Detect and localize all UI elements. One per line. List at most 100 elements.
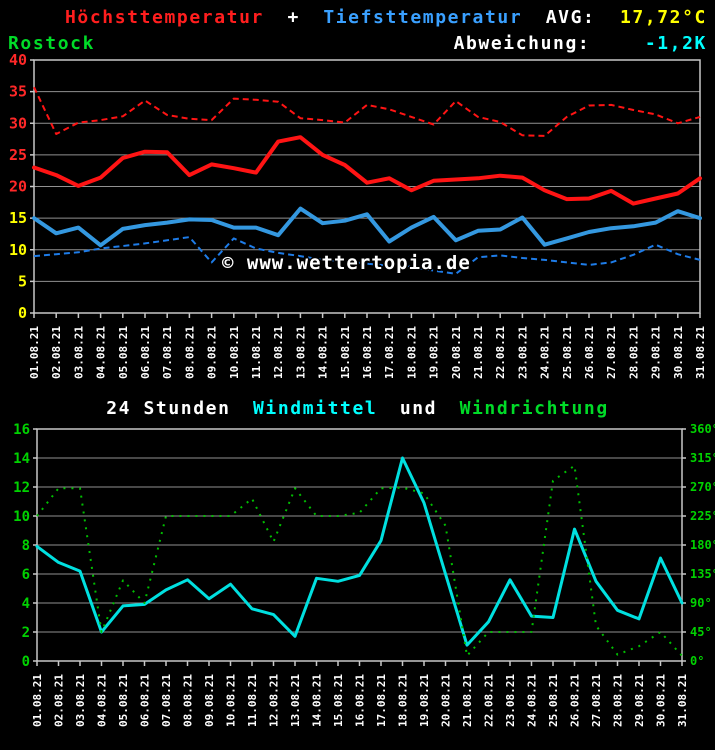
svg-text:315°: 315° [690,451,715,465]
svg-text:180°: 180° [690,538,715,552]
svg-text:01.08.21: 01.08.21 [28,326,41,379]
svg-text:135°: 135° [690,567,715,581]
svg-text:15.08.21: 15.08.21 [332,674,345,727]
svg-text:30.08.21: 30.08.21 [672,326,685,379]
svg-text:28.08.21: 28.08.21 [612,674,625,727]
svg-text:02.08.21: 02.08.21 [53,674,66,727]
svg-text:22.08.21: 22.08.21 [483,674,496,727]
svg-text:31.08.21: 31.08.21 [676,674,689,727]
svg-text:31.08.21: 31.08.21 [694,326,707,379]
svg-text:2: 2 [22,625,30,641]
svg-text:225°: 225° [690,509,715,523]
svg-text:05.08.21: 05.08.21 [117,326,130,379]
station-row: Rostock Abweichung: -1,2K [8,33,707,54]
svg-text:07.08.21: 07.08.21 [160,674,173,727]
wind-chart: 16 14 12 10 8 6 4 2 0 360° 315° 270° 225° 180° 135° 90°… [13,422,715,727]
svg-text:12.08.21: 12.08.21 [272,326,285,379]
svg-text:15: 15 [9,209,27,227]
svg-text:30.08.21: 30.08.21 [655,674,668,727]
svg-text:03.08.21: 03.08.21 [72,326,85,379]
svg-text:05.08.21: 05.08.21 [117,674,130,727]
deviation-label: Abweichung: [453,33,591,54]
svg-text:04.08.21: 04.08.21 [96,674,109,727]
svg-text:22.08.21: 22.08.21 [494,326,507,379]
svg-text:15.08.21: 15.08.21 [339,326,352,379]
deviation-value: -1,2K [644,33,707,54]
title-low-temperature: Tiefsttemperatur [323,7,523,28]
svg-text:14: 14 [13,451,30,467]
svg-text:17.08.21: 17.08.21 [383,326,396,379]
svg-text:01.08.21: 01.08.21 [31,674,44,727]
svg-text:10.08.21: 10.08.21 [228,326,241,379]
svg-text:24.08.21: 24.08.21 [526,674,539,727]
wind-title-windmittel: Windmittel [253,398,378,419]
svg-text:8: 8 [22,538,30,554]
svg-text:30: 30 [9,114,27,132]
wind-title-prefix: 24 Stunden [106,398,231,419]
svg-text:20: 20 [9,178,27,196]
svg-text:40: 40 [9,51,27,69]
wind-title-windrichtung: Windrichtung [459,398,609,419]
svg-text:90°: 90° [690,596,712,610]
svg-text:14.08.21: 14.08.21 [317,326,330,379]
svg-text:25.08.21: 25.08.21 [561,326,574,379]
svg-text:19.08.21: 19.08.21 [418,674,431,727]
temperature-chart: 40 35 30 25 20 15 10 5 001.08.21 02.08.21 03.08.21… [9,51,707,379]
svg-text:24.08.21: 24.08.21 [539,326,552,379]
svg-text:27.08.21: 27.08.21 [590,674,603,727]
svg-text:4: 4 [22,596,30,612]
svg-text:13.08.21: 13.08.21 [289,674,302,727]
avg-label: AVG: [545,7,596,28]
svg-text:06.08.21: 06.08.21 [139,326,152,379]
svg-text:0°: 0° [690,654,704,668]
svg-text:09.08.21: 09.08.21 [203,674,216,727]
svg-text:07.08.21: 07.08.21 [161,326,174,379]
station-name: Rostock [8,33,96,54]
svg-text:16.08.21: 16.08.21 [354,674,367,727]
avg-value: 17,72°C [619,7,707,28]
svg-text:23.08.21: 23.08.21 [516,326,529,379]
svg-text:0: 0 [22,654,30,670]
svg-text:06.08.21: 06.08.21 [139,674,152,727]
svg-text:10: 10 [13,509,30,525]
svg-text:14.08.21: 14.08.21 [311,674,324,727]
svg-text:45°: 45° [690,625,712,639]
svg-text:12: 12 [13,480,30,496]
svg-text:18.08.21: 18.08.21 [397,674,410,727]
svg-text:16.08.21: 16.08.21 [361,326,374,379]
svg-text:28.08.21: 28.08.21 [627,326,640,379]
svg-text:08.08.21: 08.08.21 [183,326,196,379]
svg-text:03.08.21: 03.08.21 [74,674,87,727]
title-separator: + [287,7,300,28]
svg-text:26.08.21: 26.08.21 [583,326,596,379]
svg-text:16: 16 [13,422,30,438]
svg-text:20.08.21: 20.08.21 [440,674,453,727]
svg-text:10: 10 [9,241,27,259]
svg-text:18.08.21: 18.08.21 [405,326,418,379]
svg-text:13.08.21: 13.08.21 [294,326,307,379]
svg-text:21.08.21: 21.08.21 [472,326,485,379]
temperature-chart-title: Höchsttemperatur + Tiefsttemperatur AVG:… [0,7,707,28]
svg-text:10.08.21: 10.08.21 [225,674,238,727]
svg-text:26.08.21: 26.08.21 [569,674,582,727]
svg-text:17.08.21: 17.08.21 [375,674,388,727]
svg-text:0: 0 [18,304,27,322]
svg-text:25: 25 [9,146,27,164]
title-high-temperature: Höchsttemperatur [65,7,264,28]
svg-text:25.08.21: 25.08.21 [547,674,560,727]
svg-text:11.08.21: 11.08.21 [250,326,263,379]
svg-text:20.08.21: 20.08.21 [450,326,463,379]
svg-text:02.08.21: 02.08.21 [50,326,63,379]
svg-text:21.08.21: 21.08.21 [461,674,474,727]
svg-text:09.08.21: 09.08.21 [206,326,219,379]
svg-text:23.08.21: 23.08.21 [504,674,517,727]
svg-text:12.08.21: 12.08.21 [268,674,281,727]
svg-text:35: 35 [9,83,27,101]
svg-text:11.08.21: 11.08.21 [246,674,259,727]
svg-text:19.08.21: 19.08.21 [428,326,441,379]
svg-text:27.08.21: 27.08.21 [605,326,618,379]
svg-text:04.08.21: 04.08.21 [95,326,108,379]
wind-title-und: und [399,398,438,419]
svg-text:5: 5 [18,272,27,290]
